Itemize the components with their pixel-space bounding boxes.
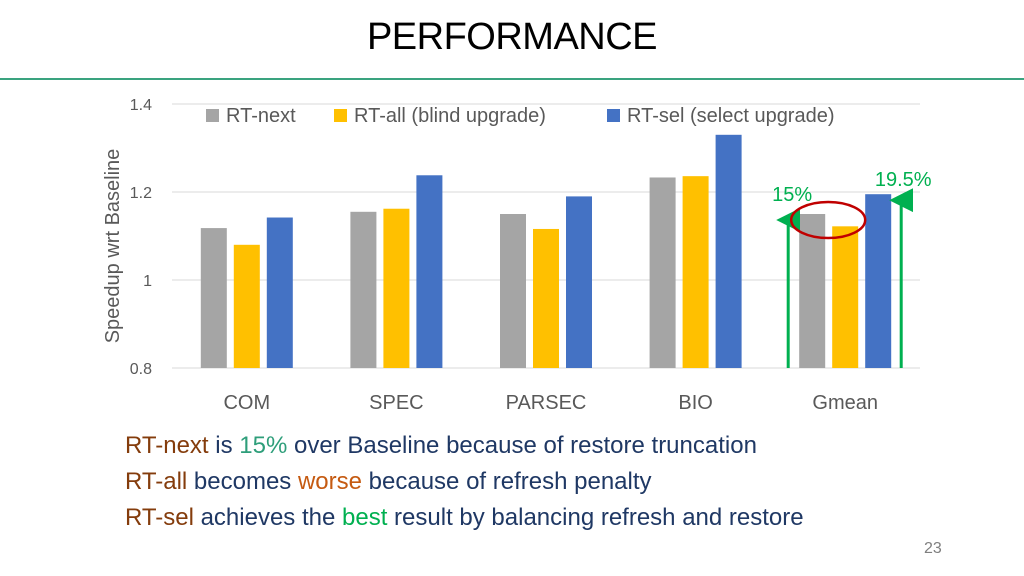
bar-com-rt-next — [200, 228, 227, 368]
x-tick-label: PARSEC — [506, 392, 587, 414]
legend-swatch — [334, 109, 347, 122]
bar-bio-rt-sel — [715, 134, 742, 368]
bar-parsec-rt-next — [500, 214, 526, 368]
title-divider — [0, 78, 1024, 80]
legend-entry: RT-all (blind upgrade) — [354, 105, 546, 127]
note-text: is — [208, 432, 240, 459]
annotation-15-percent: 15% — [772, 184, 812, 206]
note-line-rt-all: RT-all becomes worse because of refresh … — [125, 464, 804, 500]
y-axis-label: Speedup wrt Baseline — [102, 149, 124, 344]
bar-spec-rt-all — [383, 208, 410, 368]
bar-gmean-rt-sel — [865, 194, 892, 368]
y-tick-label: 1 — [143, 273, 152, 290]
y-tick-label: 1.2 — [130, 185, 152, 202]
bar-parsec-rt-sel — [566, 196, 592, 368]
legend-swatch — [607, 109, 620, 122]
y-tick-label: 1.4 — [130, 97, 152, 114]
speedup-bar-chart: 0.8 1 1.2 1.4 Speedup wrt Baseline COM SPEC PAR… — [102, 97, 932, 414]
legend-entry: RT-next — [226, 105, 296, 127]
note-line-rt-sel: RT-sel achieves the best result by balan… — [125, 500, 804, 536]
note-highlight-worse: worse — [297, 468, 362, 495]
note-highlight-best: best — [342, 504, 388, 531]
note-subject-rt-sel: RT-sel — [125, 504, 194, 531]
note-text: achieves the — [193, 504, 342, 531]
slide-title: PERFORMANCE — [366, 16, 658, 58]
y-tick-label: 0.8 — [130, 361, 152, 378]
legend-entry: RT-sel (select upgrade) — [627, 105, 835, 127]
x-tick-label: Gmean — [812, 392, 878, 414]
note-text: over Baseline because of restore truncat… — [287, 432, 757, 459]
x-tick-label: COM — [223, 392, 270, 414]
bar-bio-rt-next — [649, 177, 676, 368]
bar-gmean-rt-next — [799, 214, 826, 368]
bar-spec-rt-sel — [416, 175, 443, 368]
x-tick-label: BIO — [678, 392, 712, 414]
legend-swatch — [206, 109, 219, 122]
note-text: result by balancing refresh and restore — [387, 504, 804, 531]
takeaway-notes: RT-next is 15% over Baseline because of … — [125, 428, 804, 536]
page-number: 23 — [924, 540, 942, 557]
note-highlight-15-percent: 15% — [239, 432, 288, 459]
note-subject-rt-next: RT-next — [125, 432, 209, 459]
note-text: becomes — [187, 468, 298, 495]
bar-spec-rt-next — [350, 211, 377, 368]
note-text: because of refresh penalty — [362, 468, 652, 495]
highlight-circle — [789, 200, 867, 240]
bar-com-rt-sel — [266, 217, 293, 368]
bar-bio-rt-all — [682, 176, 709, 368]
x-tick-label: SPEC — [369, 392, 423, 414]
bar-parsec-rt-all — [533, 228, 559, 368]
note-line-rt-next: RT-next is 15% over Baseline because of … — [125, 428, 804, 464]
bar-gmean-rt-all — [832, 226, 859, 368]
note-subject-rt-all: RT-all — [125, 468, 188, 495]
annotation-19-5-percent: 19.5% — [875, 169, 932, 191]
bar-com-rt-all — [233, 244, 260, 368]
